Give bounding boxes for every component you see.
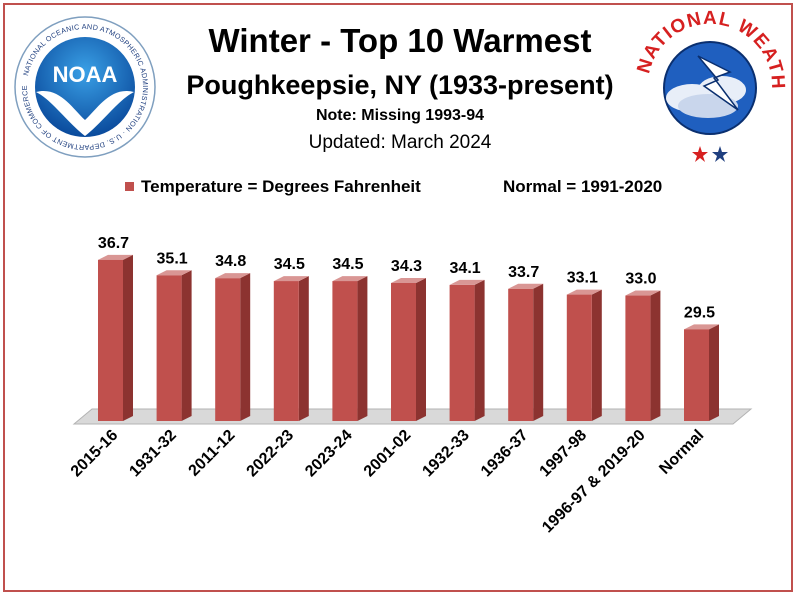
chart-subtitle: Poughkeepsie, NY (1933-present) [186,70,614,100]
x-tick-label: 1932-33 [419,427,473,481]
bar-side [298,276,309,421]
data-label: 29.5 [684,304,715,321]
legend-series-label: Temperature = Degrees Fahrenheit [141,177,421,196]
x-tick-label: 1996-97 & 2019-20 [539,427,649,537]
data-label: 35.1 [157,250,188,267]
bar-top [684,324,719,330]
x-tick-label: 2015-16 [68,427,122,481]
x-tick-label: 1931-32 [126,427,180,481]
legend-swatch [125,182,134,191]
x-tick-label: 2023-24 [302,427,356,481]
data-label: 33.1 [567,270,598,287]
bar-side [650,290,661,421]
noaa-logo: NATIONAL OCEANIC AND ATMOSPHERIC ADMINIS… [14,16,156,158]
data-label: 34.8 [215,253,246,270]
bar-side [240,273,251,421]
bar-side [416,278,426,421]
data-label: 34.1 [450,260,481,277]
bar-top [215,273,251,279]
bar-side [357,276,368,421]
bar [625,295,651,421]
bar-side [709,324,719,421]
bar-top [332,276,368,282]
data-label: 34.5 [332,256,363,273]
x-tick-label: 2011-12 [186,427,239,480]
x-tick-label: 1997-98 [537,427,591,481]
bar [332,281,358,421]
bar-top [566,289,602,295]
updated-date: Updated: March 2024 [308,132,492,153]
bar [391,283,416,421]
bar-top [156,270,192,276]
data-label: 33.0 [625,271,656,288]
noaa-logo-text: NOAA [53,62,118,87]
legend-normal-note: Normal = 1991-2020 [503,177,663,196]
bar-top [391,278,426,284]
bar-top [98,254,133,260]
bar [684,329,709,421]
bar [566,294,592,421]
x-tick-label: 2001-02 [361,427,415,481]
data-label: 34.5 [274,256,305,273]
bar [273,281,299,421]
bar-top [449,279,485,285]
x-tick-label: 1936-37 [478,427,532,481]
missing-data-note: Note: Missing 1993-94 [315,107,485,124]
x-tick-label: 2022-23 [244,427,298,481]
bar-top [273,276,309,282]
bar [156,275,182,421]
data-label: 34.3 [391,258,422,275]
bar-side [591,289,602,421]
bar-side [474,279,485,421]
bar [508,288,534,421]
bar [98,259,123,421]
bar-top [625,290,661,296]
bar [449,284,475,421]
data-label: 36.7 [98,235,129,252]
chart-title: Winter - Top 10 Warmest [208,22,592,59]
bar-top [508,283,544,289]
nws-logo: NATIONAL WEATHER SERVICE [630,6,787,162]
bar [215,278,241,421]
x-tick-label: Normal [656,427,707,478]
bar-side [123,254,133,421]
bar-side [533,283,544,421]
data-label: 33.7 [508,264,539,281]
bar-side [181,270,192,421]
